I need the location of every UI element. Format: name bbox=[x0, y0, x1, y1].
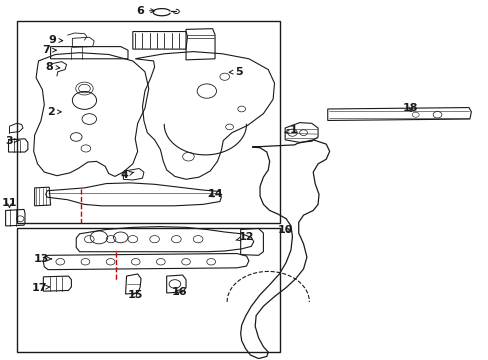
Text: 18: 18 bbox=[402, 103, 418, 113]
Text: 17: 17 bbox=[32, 283, 50, 293]
Text: 6: 6 bbox=[136, 6, 154, 16]
Text: 12: 12 bbox=[236, 232, 254, 242]
Text: 5: 5 bbox=[229, 67, 243, 77]
Text: 4: 4 bbox=[121, 170, 134, 180]
Text: 10: 10 bbox=[277, 225, 292, 235]
Text: 2: 2 bbox=[47, 107, 61, 117]
Text: 11: 11 bbox=[2, 198, 17, 208]
Text: 9: 9 bbox=[48, 35, 62, 45]
Text: 7: 7 bbox=[42, 45, 56, 55]
Text: 3: 3 bbox=[6, 136, 19, 145]
Text: 14: 14 bbox=[207, 189, 223, 199]
Bar bbox=[17, 228, 280, 352]
Text: 15: 15 bbox=[127, 290, 142, 300]
Text: 13: 13 bbox=[33, 254, 51, 264]
Text: 1: 1 bbox=[284, 125, 297, 135]
Bar bbox=[17, 22, 280, 223]
Text: 8: 8 bbox=[45, 62, 60, 72]
Text: 16: 16 bbox=[172, 287, 187, 297]
